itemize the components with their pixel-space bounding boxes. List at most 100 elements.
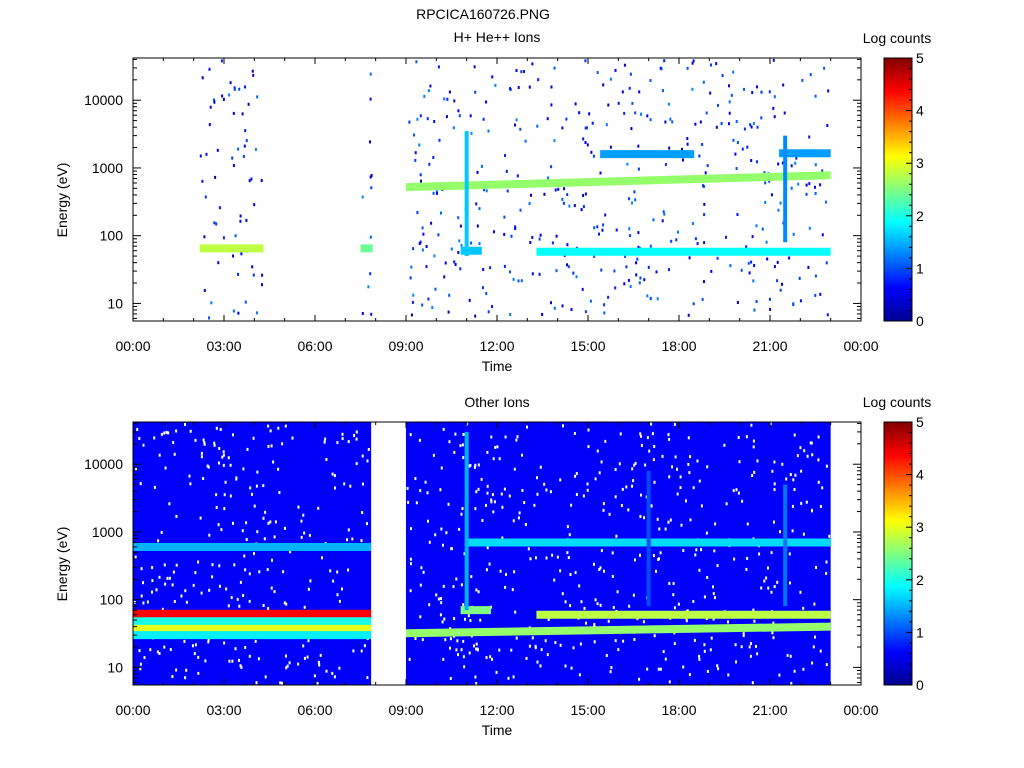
- empty-bin: [498, 648, 501, 652]
- empty-bin: [229, 494, 232, 498]
- empty-bin: [146, 600, 149, 604]
- count-bin: [554, 188, 557, 192]
- count-bin: [369, 97, 372, 101]
- empty-bin: [477, 590, 480, 594]
- empty-bin: [257, 657, 260, 661]
- empty-bin: [689, 455, 691, 459]
- count-bin: [361, 195, 364, 199]
- empty-bin: [737, 491, 740, 495]
- count-bin: [447, 310, 450, 314]
- count-bin: [668, 146, 671, 150]
- empty-bin: [643, 516, 645, 520]
- count-bin: [750, 125, 753, 129]
- count-bin: [361, 312, 364, 315]
- count-bin: [485, 292, 488, 296]
- x-tick-label: 00:00: [843, 338, 878, 354]
- empty-bin: [559, 569, 562, 573]
- empty-bin: [812, 645, 815, 649]
- empty-bin: [278, 491, 281, 494]
- count-bin: [624, 255, 626, 258]
- empty-bin: [248, 654, 251, 658]
- empty-bin: [566, 551, 569, 555]
- count-bin: [553, 306, 556, 310]
- count-bin: [623, 63, 626, 67]
- empty-bin: [476, 647, 479, 651]
- count-bin: [609, 77, 612, 81]
- empty-bin: [789, 473, 792, 476]
- empty-bin: [752, 439, 755, 443]
- empty-bin: [733, 557, 736, 561]
- empty-bin: [799, 590, 802, 594]
- empty-bin: [449, 646, 451, 650]
- empty-bin: [569, 573, 572, 576]
- empty-bin: [134, 555, 137, 559]
- count-bin: [637, 245, 640, 249]
- count-bin: [575, 275, 578, 279]
- count-bin: [489, 266, 492, 270]
- count-bin: [491, 305, 493, 309]
- count-bin: [615, 228, 618, 232]
- empty-bin: [572, 646, 575, 650]
- empty-bin: [603, 569, 605, 573]
- empty-bin: [264, 675, 267, 679]
- empty-bin: [503, 487, 506, 491]
- empty-bin: [614, 468, 617, 471]
- empty-bin: [791, 504, 794, 508]
- count-bin: [512, 277, 515, 281]
- count-bin: [531, 235, 534, 239]
- empty-bin: [682, 665, 685, 669]
- empty-bin: [737, 436, 740, 439]
- count-bin: [640, 112, 642, 116]
- empty-bin: [461, 443, 464, 447]
- count-bin: [613, 269, 616, 273]
- count-bin: [565, 117, 568, 121]
- empty-bin: [158, 652, 161, 655]
- count-bin: [584, 126, 587, 130]
- empty-bin: [698, 657, 701, 661]
- empty-bin: [302, 513, 305, 517]
- empty-bin: [138, 649, 141, 653]
- empty-bin: [646, 667, 649, 671]
- empty-bin: [610, 666, 613, 670]
- empty-bin: [474, 675, 477, 679]
- count-bin: [435, 189, 438, 193]
- empty-bin: [249, 486, 252, 490]
- count-bin: [582, 194, 585, 197]
- empty-bin: [262, 516, 265, 520]
- empty-bin: [796, 454, 799, 458]
- count-bin: [760, 90, 763, 94]
- empty-bin: [222, 463, 225, 467]
- count-bin: [592, 154, 595, 158]
- empty-bin: [230, 596, 233, 600]
- empty-bin: [767, 586, 770, 590]
- empty-bin: [279, 681, 282, 685]
- empty-bin: [243, 554, 246, 558]
- empty-bin: [653, 480, 656, 484]
- empty-bin: [262, 604, 265, 607]
- count-bin: [788, 256, 791, 260]
- empty-bin: [540, 648, 543, 652]
- empty-bin: [238, 604, 241, 608]
- empty-bin: [218, 447, 221, 450]
- count-bin: [553, 66, 556, 70]
- count-bin: [626, 162, 629, 166]
- count-bin: [217, 261, 220, 265]
- empty-bin: [546, 653, 549, 657]
- empty-bin: [138, 436, 141, 440]
- count-bin: [199, 154, 202, 158]
- count-bin: [458, 239, 461, 243]
- empty-bin: [297, 662, 300, 666]
- count-bin: [792, 302, 795, 306]
- empty-bin: [631, 484, 633, 488]
- empty-bin: [246, 447, 249, 451]
- empty-bin: [668, 680, 671, 684]
- empty-bin: [586, 482, 589, 486]
- count-bin: [675, 238, 678, 242]
- count-bin: [586, 143, 589, 147]
- empty-bin: [473, 465, 476, 469]
- empty-bin: [366, 522, 368, 526]
- empty-bin: [533, 503, 536, 507]
- broadband-spike: [783, 135, 788, 243]
- y-axis-label: Energy (eV): [54, 163, 70, 238]
- empty-bin: [806, 454, 809, 458]
